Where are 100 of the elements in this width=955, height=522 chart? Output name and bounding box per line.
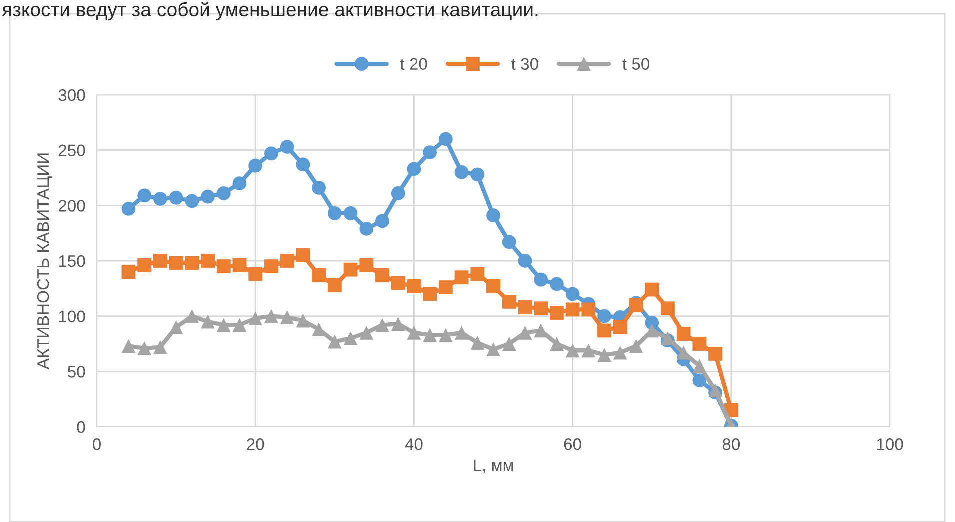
point (376, 318, 390, 332)
point (708, 384, 722, 398)
point (423, 146, 438, 160)
point (676, 346, 691, 360)
point (312, 322, 326, 337)
point (502, 295, 516, 309)
point (502, 337, 516, 351)
x-tick-label: 60 (564, 438, 582, 450)
point (360, 258, 374, 272)
point (407, 162, 422, 176)
point (201, 314, 215, 329)
point (201, 254, 215, 268)
point (486, 208, 500, 223)
point (280, 140, 294, 154)
point (153, 192, 168, 206)
point (344, 262, 358, 277)
point (248, 312, 263, 326)
y-tick-label: 200 (58, 200, 86, 212)
point (296, 158, 310, 172)
point (708, 347, 722, 361)
point (550, 337, 564, 351)
point (169, 190, 184, 205)
point (407, 280, 422, 294)
x-tick-label: 100 (877, 438, 904, 450)
point (692, 359, 707, 374)
point (312, 181, 326, 195)
point (598, 348, 612, 362)
point (185, 256, 200, 270)
point (550, 277, 564, 292)
legend-label: t 30 (512, 58, 538, 70)
point (692, 337, 707, 351)
point (692, 374, 707, 388)
point (550, 306, 564, 320)
point (454, 270, 469, 285)
point (169, 320, 184, 334)
point (201, 190, 215, 204)
point (138, 341, 152, 356)
point (296, 314, 310, 328)
x-tick-label: 40 (405, 438, 423, 450)
point (360, 326, 374, 340)
point (423, 287, 438, 302)
point (598, 324, 612, 338)
point (407, 326, 422, 340)
point (502, 235, 516, 250)
x-tick-label: 80 (722, 438, 740, 450)
point (232, 318, 247, 332)
point (344, 206, 358, 220)
point (232, 176, 247, 190)
point (344, 332, 358, 346)
point (153, 340, 168, 354)
point (423, 328, 438, 342)
point (613, 346, 628, 360)
point (486, 280, 500, 294)
point (185, 309, 200, 324)
point (613, 320, 628, 334)
point (376, 214, 390, 228)
point (232, 258, 247, 272)
point (122, 339, 136, 354)
y-axis-title: АКТИВНОСТЬ КАВИТАЦИИ (37, 154, 52, 370)
point (264, 260, 278, 274)
point (582, 302, 596, 317)
point (518, 254, 532, 268)
point (296, 248, 310, 262)
x-tick-label: 0 (93, 438, 101, 450)
point (566, 302, 580, 317)
y-tick-label: 50 (68, 366, 86, 378)
point (391, 276, 406, 290)
x-tick-label: 20 (247, 438, 264, 450)
y-tick-label: 0 (77, 421, 86, 434)
point (280, 254, 294, 268)
point (216, 260, 231, 274)
point (518, 300, 532, 314)
point (438, 132, 453, 146)
point (138, 188, 152, 203)
point (138, 258, 152, 272)
y-tick-label: 250 (58, 144, 86, 157)
point (534, 302, 548, 316)
point (328, 278, 342, 292)
point (280, 310, 294, 324)
y-tick-label: 300 (58, 89, 86, 102)
point (454, 166, 469, 180)
point (629, 339, 644, 354)
point (169, 256, 184, 270)
y-tick-label: 100 (59, 310, 86, 323)
point (216, 318, 231, 332)
point (534, 272, 548, 287)
point (454, 326, 469, 340)
point (470, 336, 485, 350)
point (486, 342, 500, 356)
point (122, 202, 136, 216)
point (566, 287, 580, 302)
point (153, 254, 168, 268)
point (566, 344, 580, 358)
point (328, 334, 342, 349)
point (518, 326, 532, 340)
point (676, 327, 691, 341)
point (360, 222, 374, 236)
point (248, 267, 263, 282)
point (645, 282, 660, 297)
point (122, 265, 136, 280)
